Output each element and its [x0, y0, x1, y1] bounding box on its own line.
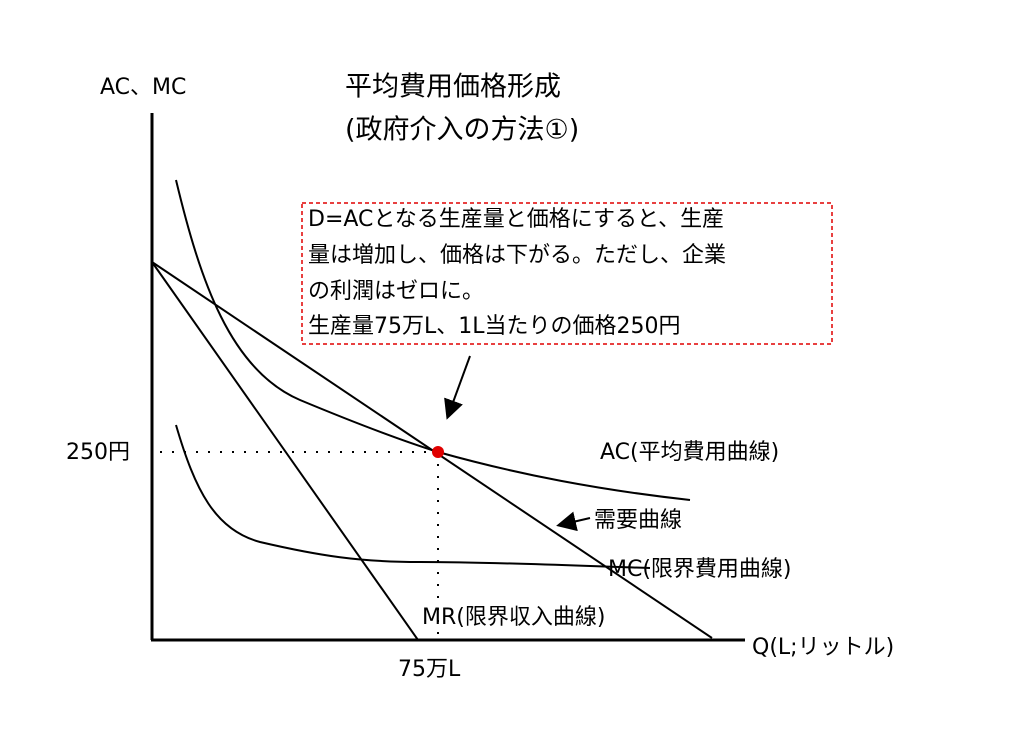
annotation-line: D=ACとなる生産量と価格にすると、生産 — [308, 207, 724, 232]
mr-label: MR(限界収入曲線) — [422, 605, 605, 630]
y-axis-label: AC、MC — [100, 75, 186, 100]
annotation-line: の利潤はゼロに。 — [308, 279, 484, 304]
ac-curve — [175, 179, 691, 501]
x-axis-label: Q(L;リットル) — [752, 635, 894, 660]
mc-label: MC(限界費用曲線) — [608, 557, 792, 582]
mr-curve — [151, 261, 419, 641]
mc-curve — [175, 424, 651, 569]
annotation-line: 生産量75万L、1L当たりの価格250円 — [308, 314, 681, 339]
price-label: 250円 — [66, 440, 130, 465]
equilibrium-point — [432, 446, 444, 458]
demand-arrow — [556, 511, 591, 532]
quantity-label: 75万L — [398, 657, 461, 682]
ac-label: AC(平均費用曲線) — [600, 440, 779, 465]
title-line: (政府介入の方法①) — [345, 115, 579, 146]
demand-label: 需要曲線 — [594, 508, 682, 533]
annotation-line: 量は増加し、価格は下がる。ただし、企業 — [308, 243, 726, 268]
title-line: 平均費用価格形成 — [345, 72, 561, 103]
annotation-arrow — [444, 355, 471, 420]
